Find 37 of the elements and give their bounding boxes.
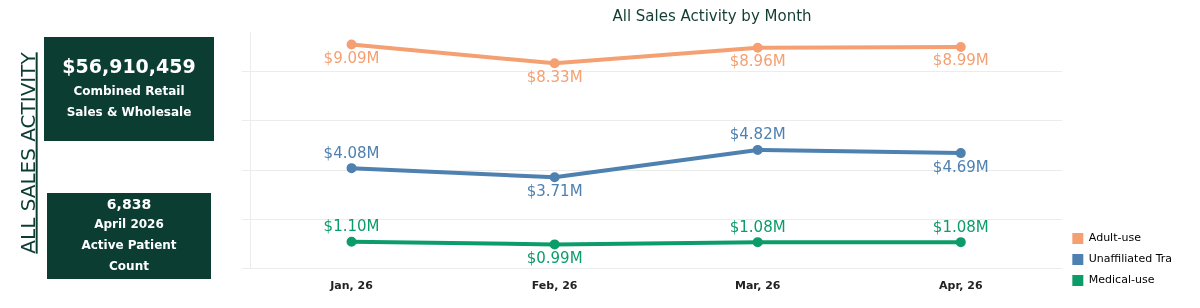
data-label: $8.99M <box>932 51 989 70</box>
data-label: $4.82M <box>729 125 786 144</box>
text: 6,838 <box>105 195 153 212</box>
point <box>752 237 763 248</box>
data-label: $0.99M <box>526 248 583 267</box>
data-label: $9.09M <box>323 48 380 67</box>
text: April 2026 Active Patient Count <box>80 215 178 275</box>
x-tick-label: Mar, 26 <box>734 279 781 293</box>
data-label: $4.69M <box>932 157 989 176</box>
point <box>346 236 357 247</box>
x-tick-label: Jan, 26 <box>329 279 374 293</box>
point <box>346 39 357 50</box>
text: $56,910,459 <box>61 55 197 77</box>
legend-label: Medical-use <box>1088 273 1155 287</box>
data-label: $1.08M <box>729 217 786 236</box>
data-label: $8.33M <box>526 67 583 86</box>
data-label: $1.08M <box>932 217 989 236</box>
point <box>955 42 966 53</box>
text: Combined Retail Sales & Wholesale <box>65 83 193 121</box>
chart-title: All Sales Activity by Month <box>612 6 812 25</box>
point <box>752 144 763 155</box>
x-tick-label: Feb, 26 <box>531 279 578 293</box>
data-label: $4.08M <box>323 143 380 162</box>
data-label: $3.71M <box>526 181 583 200</box>
point <box>752 42 763 53</box>
point <box>549 239 560 250</box>
legend-label: Unaffiliated Tra <box>1088 252 1173 266</box>
point <box>549 58 560 69</box>
x-tick-label: Apr, 26 <box>939 279 983 293</box>
data-label: $8.96M <box>729 52 786 71</box>
point <box>955 148 966 159</box>
legend-label: Adult-use <box>1088 231 1142 245</box>
point <box>346 163 357 174</box>
point <box>549 172 560 183</box>
data-label: $1.10M <box>323 217 380 236</box>
text: ALL SALES ACTIVITY <box>16 52 41 254</box>
point <box>955 237 966 248</box>
